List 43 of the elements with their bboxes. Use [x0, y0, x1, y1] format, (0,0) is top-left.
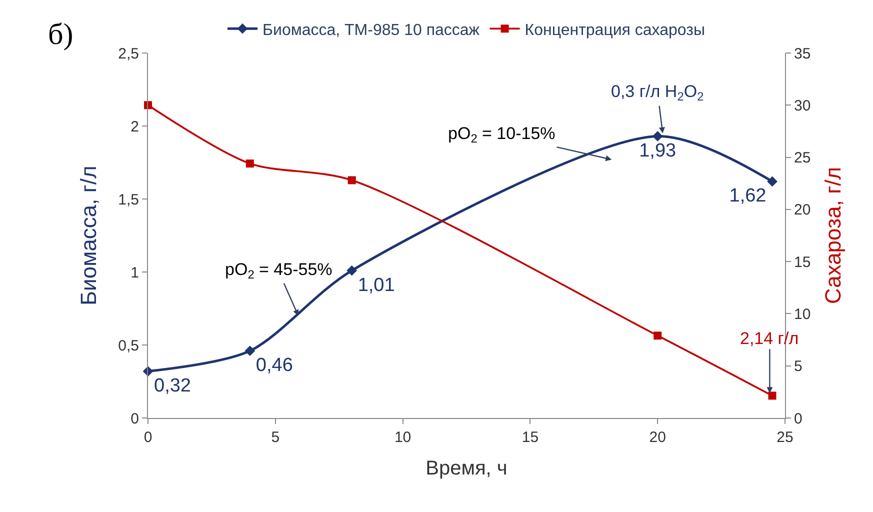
y2-tick-label: 20 — [794, 202, 811, 219]
legend-label: Биомасса, ТМ-985 10 пассаж — [262, 22, 480, 39]
y2-tick-label: 35 — [794, 45, 811, 62]
point — [652, 131, 663, 142]
x-tick-label: 25 — [776, 429, 794, 446]
y-tick-label: 1 — [130, 264, 139, 282]
point — [767, 176, 778, 187]
y-tick-label: 0 — [130, 410, 139, 428]
x-tick-label: 15 — [522, 429, 539, 446]
point — [246, 160, 254, 168]
data-label: 1,62 — [729, 186, 766, 207]
data-label: 0,32 — [154, 376, 191, 397]
y-axis-title: Биомасса, г/л — [76, 166, 101, 306]
annotation: 2,14 г/л — [740, 329, 799, 348]
y2-tick-label: 30 — [794, 97, 811, 114]
annotation: pO$_{2}$ = 45-55% — [225, 260, 332, 282]
x-tick-label: 0 — [144, 429, 152, 446]
x-tick-label: 20 — [649, 429, 666, 446]
data-label: 1,01 — [358, 274, 395, 296]
point — [346, 265, 358, 276]
y-tick-label: 1,5 — [118, 191, 139, 208]
annotation: pO$_{2}$ = 10-15% — [448, 124, 556, 146]
y2-tick-label: 0 — [794, 410, 802, 428]
data-label: 0,46 — [256, 355, 293, 376]
point — [244, 346, 256, 356]
y2-axis-title: Сахароза, г/л — [820, 166, 846, 304]
data-label: 1,93 — [639, 140, 676, 162]
point — [768, 392, 776, 400]
y-tick-label: 2,5 — [118, 45, 139, 62]
legend-label: Концентрация сахарозы — [524, 22, 705, 39]
y-tick-label: 0,5 — [118, 337, 139, 354]
point — [348, 176, 356, 184]
x-tick-label: 10 — [394, 429, 412, 446]
annotation: 0,3 г/л H$_{2}$O$_{2}$ — [611, 82, 704, 104]
x-tick-label: 5 — [271, 429, 280, 446]
point — [654, 332, 662, 340]
y2-tick-label: 25 — [794, 150, 811, 167]
chart-title: б) — [48, 18, 74, 51]
x-axis-title: Время, ч — [426, 458, 508, 480]
y-tick-label: 2 — [130, 118, 139, 136]
y2-tick-label: 15 — [794, 254, 811, 271]
y2-tick-label: 5 — [794, 358, 802, 376]
y2-tick-label: 10 — [794, 306, 811, 323]
